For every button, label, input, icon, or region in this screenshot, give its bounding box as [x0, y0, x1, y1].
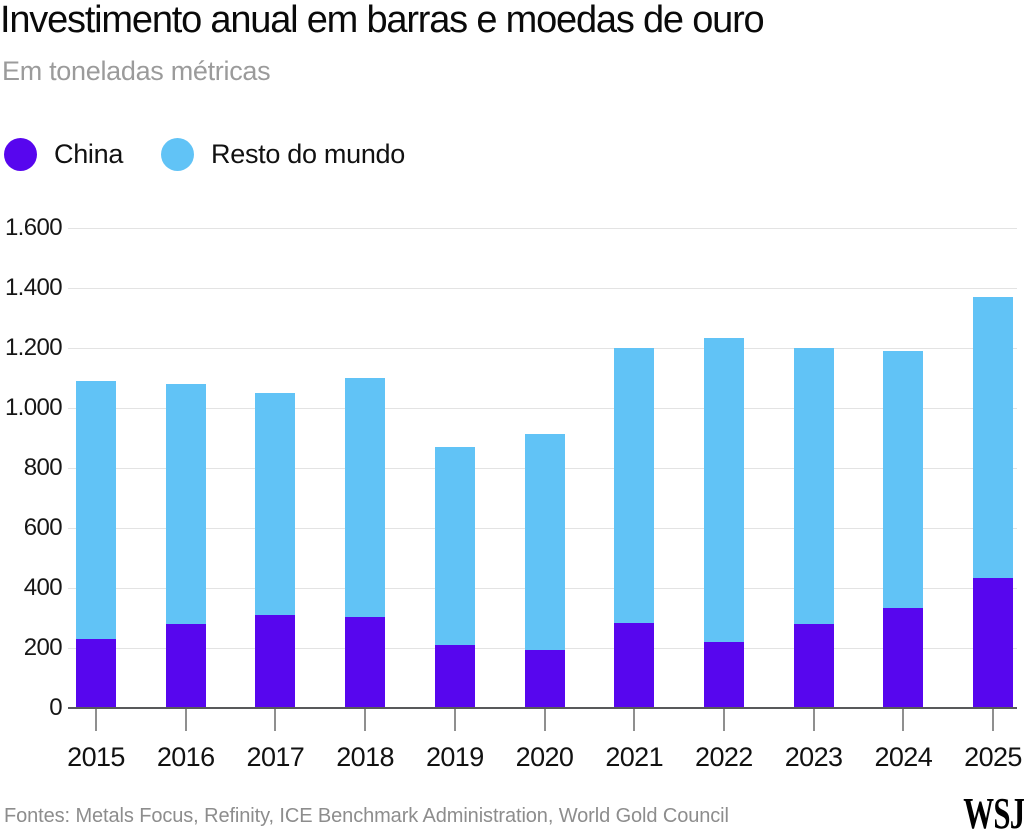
y-axis-tick-label: 400: [23, 574, 63, 601]
bar-2017-rest-of-world: [255, 393, 296, 615]
y-axis-tick-label: 0: [49, 694, 62, 721]
x-axis-tick: [274, 709, 277, 731]
source-note: Fontes: Metals Focus, Refinity, ICE Benc…: [4, 805, 729, 827]
china-swatch-icon: [4, 138, 37, 171]
x-axis-label: 2021: [605, 742, 664, 772]
legend-label-china: China: [54, 139, 124, 169]
page-title: Investimento anual em barras e moedas de…: [0, 0, 765, 41]
bar-2023-rest-of-world: [793, 348, 834, 624]
y-axis-tick-label: 200: [23, 634, 63, 661]
bar-2022-china: [703, 642, 744, 708]
bar-2024-rest-of-world: [883, 351, 924, 608]
bar-2020-rest-of-world: [524, 433, 565, 650]
x-axis-line: [68, 707, 1017, 709]
y-axis-tick-label: 1.400: [4, 274, 63, 301]
bar-2016-rest-of-world: [165, 384, 206, 624]
x-axis-tick: [902, 709, 905, 731]
x-axis-tick: [453, 709, 456, 731]
x-axis-tick: [184, 709, 187, 731]
legend: China Resto do mundo: [4, 138, 405, 171]
bar-2018-china: [345, 616, 386, 708]
wsj-logo: WSJ: [962, 789, 1024, 834]
x-axis-tick: [633, 709, 636, 731]
gridline: [68, 227, 1017, 229]
x-axis-tick: [722, 709, 725, 731]
gridline: [68, 287, 1017, 289]
gridline: [68, 347, 1017, 349]
bar-2015-rest-of-world: [76, 381, 116, 639]
bar-2023-china: [793, 624, 834, 708]
y-axis-tick-label: 800: [23, 454, 63, 481]
bar-2024-china: [883, 607, 924, 708]
x-axis-label: 2016: [156, 742, 215, 772]
x-axis-label: 2022: [695, 742, 753, 772]
bar-2021-china: [614, 622, 655, 708]
y-axis-tick-label: 1.200: [4, 334, 63, 361]
y-axis-tick-label: 600: [23, 514, 63, 541]
bar-2025-rest-of-world: [973, 297, 1013, 578]
x-axis-label: 2018: [336, 742, 394, 772]
x-axis-tick: [364, 709, 367, 731]
x-axis-label: 2015: [67, 742, 125, 772]
x-axis-label: 2020: [515, 742, 574, 772]
bar-2017-china: [255, 615, 296, 708]
rest-of-world-swatch-icon: [161, 138, 195, 171]
y-axis-tick-label: 1.600: [4, 214, 63, 241]
legend-item-rest-of-world: Resto do mundo: [161, 138, 405, 171]
x-axis-label: 2017: [246, 742, 305, 772]
y-axis-tick-label: 1.000: [4, 394, 63, 421]
gridline: [68, 407, 1017, 409]
bar-2020-china: [524, 649, 565, 708]
legend-label-rest-of-world: Resto do mundo: [211, 139, 405, 169]
x-axis-tick: [992, 709, 994, 731]
bar-2015-china: [76, 639, 116, 708]
legend-item-china: China: [4, 138, 123, 171]
bar-2021-rest-of-world: [614, 348, 655, 623]
x-axis-tick: [95, 709, 97, 731]
x-axis-tick: [543, 709, 546, 731]
bar-2025-china: [973, 577, 1013, 708]
bar-2019-rest-of-world: [434, 447, 475, 645]
bar-2019-china: [434, 645, 475, 708]
bar-2016-china: [165, 624, 206, 708]
bar-2018-rest-of-world: [345, 378, 386, 617]
x-axis-label: 2019: [425, 742, 484, 772]
x-axis-label: 2023: [784, 742, 843, 772]
x-axis-label: 2025: [964, 742, 1022, 772]
x-axis-label: 2024: [874, 742, 933, 772]
x-axis-tick: [812, 709, 815, 731]
bar-2022-rest-of-world: [703, 337, 744, 642]
page-subtitle: Em toneladas métricas: [2, 56, 271, 86]
